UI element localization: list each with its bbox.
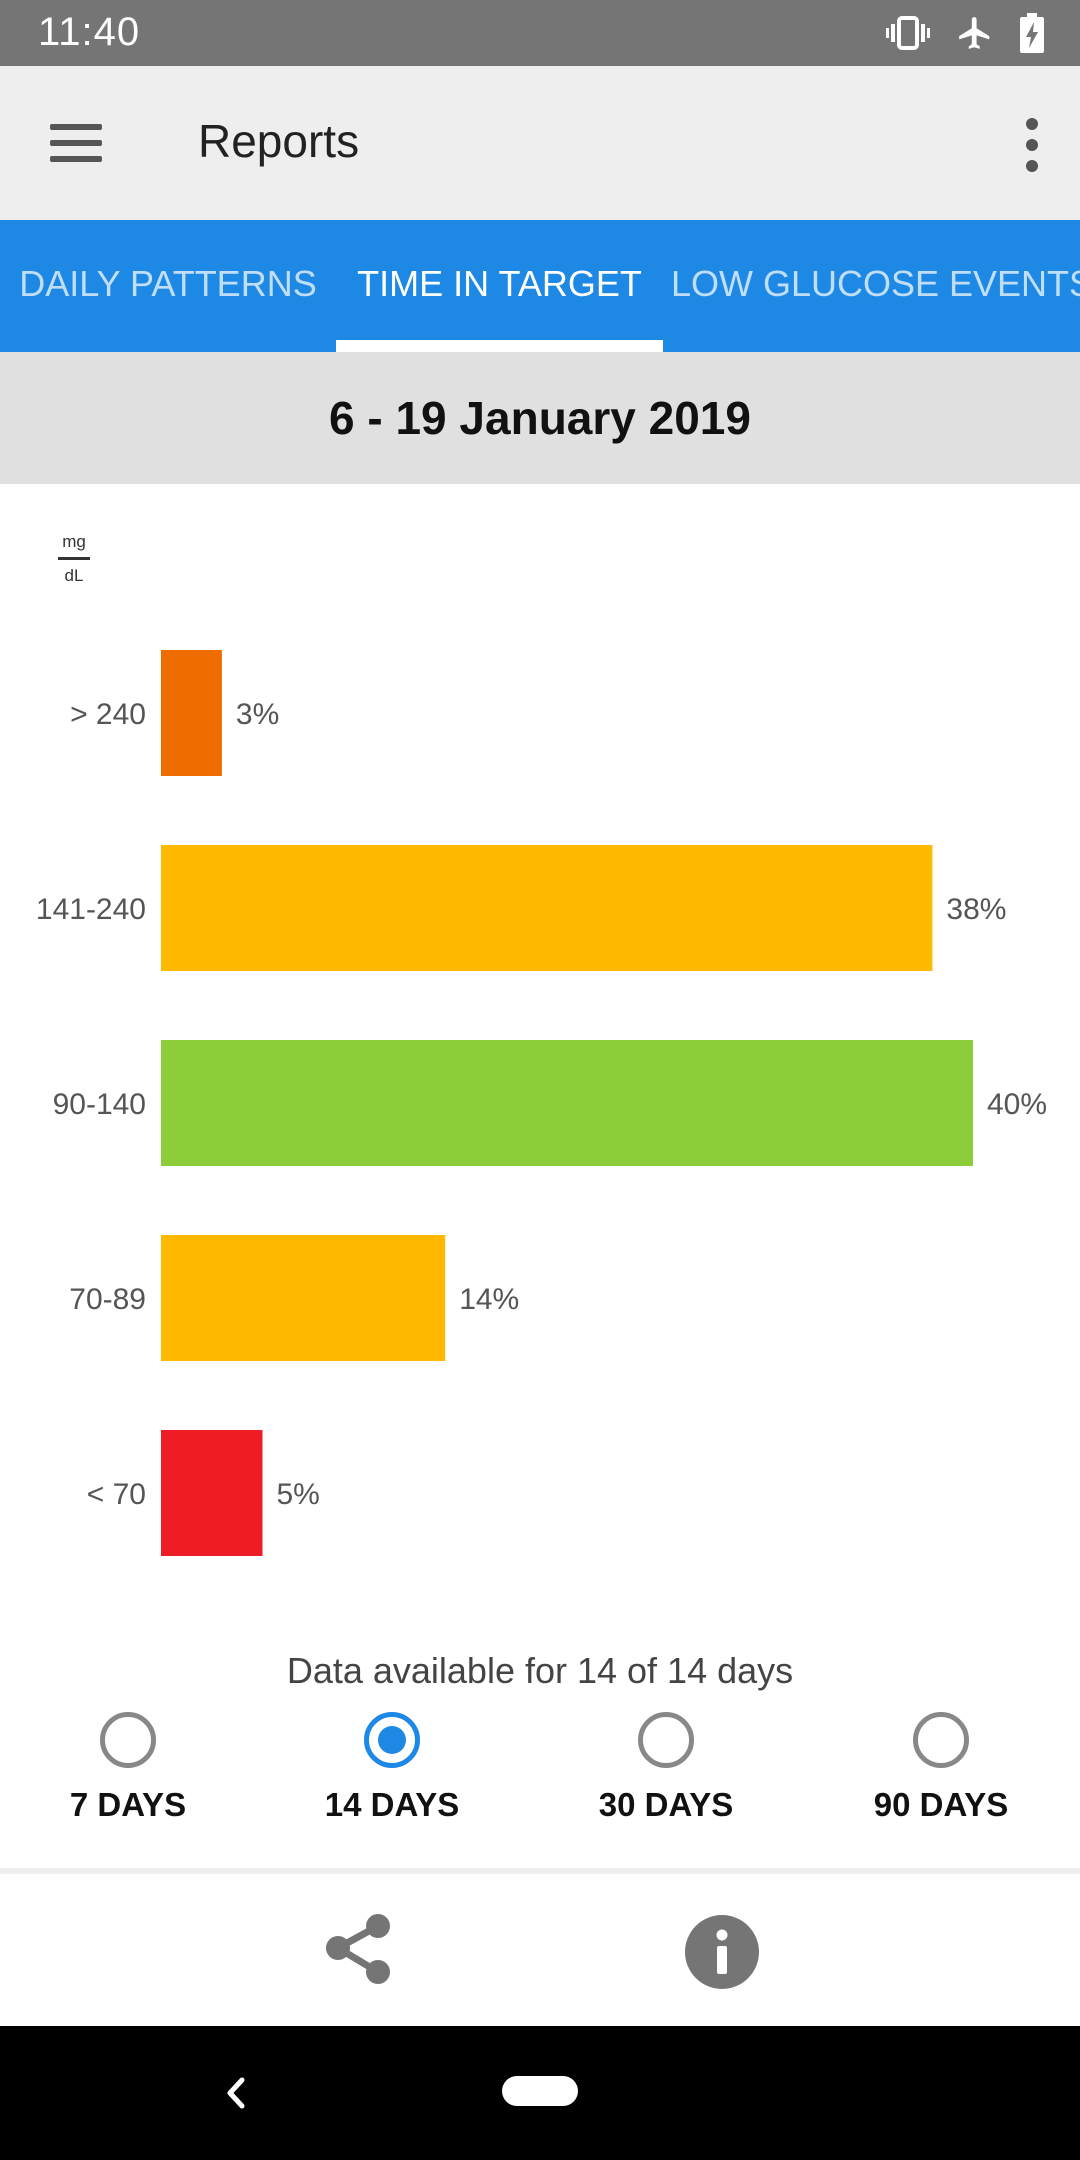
app-bar: Reports [0, 66, 1080, 220]
more-vert-icon[interactable] [1022, 114, 1042, 176]
time-in-target-chart: mg dL > 240 3% 141-240 38% 90-140 40% 70-89 14%… [0, 484, 1080, 1624]
period-label: 14 DAYS [324, 1786, 460, 1823]
airplane-mode-icon [959, 17, 990, 49]
tab-low-glucose-events[interactable]: LOW GLUCOSE EVENTS [670, 263, 1080, 304]
radio-30-days[interactable] [638, 1712, 694, 1768]
period-30-days[interactable]: 30 DAYS [556, 1712, 776, 1824]
share-icon [326, 1914, 390, 1984]
system-nav-bar [0, 2026, 1080, 2160]
share-button[interactable] [320, 1910, 400, 1990]
category-label: 70-89 [69, 1283, 146, 1316]
value-label: 3% [236, 698, 279, 731]
info-button[interactable] [684, 1914, 760, 1990]
data-availability: Data available for 14 of 14 days [286, 1650, 794, 1691]
period-90-days[interactable]: 90 DAYS [831, 1712, 1051, 1824]
period-14-days[interactable]: 14 DAYS [282, 1712, 502, 1824]
category-label: < 70 [87, 1478, 146, 1511]
bar [161, 1235, 446, 1361]
status-bar: 11:40 [0, 0, 1080, 66]
back-icon[interactable] [216, 2070, 256, 2116]
date-range: 6 - 19 January 2019 [0, 352, 1080, 484]
category-label: > 240 [70, 698, 146, 731]
bar [161, 845, 933, 971]
status-time: 11:40 [38, 10, 141, 54]
bar [161, 1040, 973, 1166]
category-label: 90-140 [53, 1088, 146, 1121]
radio-7-days[interactable] [100, 1712, 156, 1768]
value-label: 5% [277, 1478, 320, 1511]
period-7-days[interactable]: 7 DAYS [18, 1712, 238, 1824]
hamburger-menu-icon[interactable] [44, 116, 110, 170]
radio-14-days[interactable] [364, 1712, 420, 1768]
divider [0, 1868, 1080, 1874]
bar [161, 650, 222, 776]
tab-time-in-target[interactable]: TIME IN TARGET [357, 263, 642, 304]
category-label: 141-240 [36, 893, 146, 926]
unit-bottom: dL [64, 566, 84, 585]
period-label: 7 DAYS [69, 1786, 187, 1823]
battery-charging-icon [1020, 13, 1044, 53]
active-tab-indicator [336, 340, 663, 352]
home-pill-icon[interactable] [502, 2076, 578, 2106]
status-icons [886, 12, 1044, 54]
unit-label: mg dL [58, 532, 90, 586]
value-label: 38% [946, 893, 1006, 926]
tab-daily-patterns[interactable]: DAILY PATTERNS [19, 263, 317, 304]
value-label: 40% [987, 1088, 1047, 1121]
bar-chart: > 240 3% 141-240 38% 90-140 40% 70-89 14% < 70 5% [36, 650, 1047, 1556]
tab-bar: DAILY PATTERNS TIME IN TARGET LOW GLUCOS… [0, 220, 1080, 352]
info-icon [685, 1915, 759, 1989]
radio-90-days[interactable] [913, 1712, 969, 1768]
value-label: 14% [459, 1283, 519, 1316]
period-label: 30 DAYS [598, 1786, 734, 1823]
period-label: 90 DAYS [873, 1786, 1009, 1823]
page-title: Reports [198, 115, 360, 167]
bar [161, 1430, 263, 1556]
unit-top: mg [62, 532, 86, 551]
vibrate-icon [886, 16, 930, 50]
